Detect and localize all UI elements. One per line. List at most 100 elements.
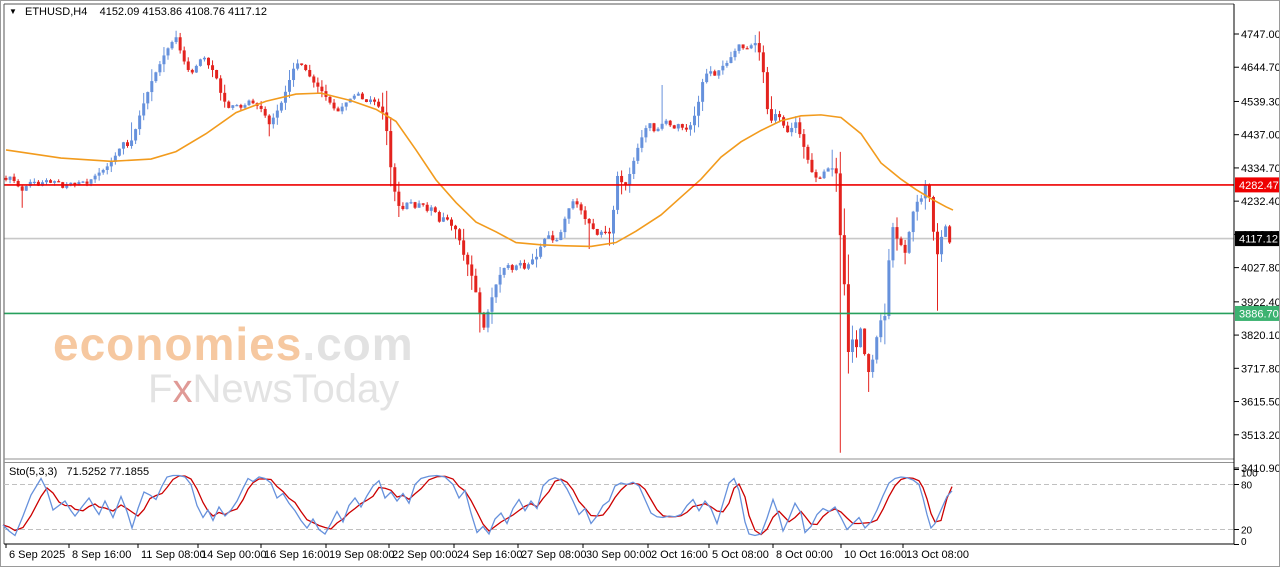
candle-body <box>717 70 721 76</box>
candle-body <box>612 209 615 234</box>
candle-body <box>227 101 231 108</box>
watermark-x-icon: x <box>172 367 193 411</box>
candle-body <box>842 235 846 285</box>
candle-body <box>117 148 121 156</box>
candle-body <box>806 146 810 160</box>
candle-body <box>490 297 494 312</box>
candle-body <box>243 105 247 108</box>
candle-body <box>12 176 16 181</box>
candle-body <box>190 69 194 73</box>
candle-body <box>441 217 445 222</box>
candle-body <box>547 235 551 239</box>
candle-body <box>644 128 648 138</box>
candle-body <box>693 115 696 126</box>
candle-body <box>668 120 672 126</box>
candle-body <box>494 284 498 298</box>
candle-body <box>676 124 680 129</box>
candle-body <box>239 105 243 108</box>
candle-body <box>36 181 40 186</box>
candle-body <box>150 81 154 93</box>
candle-body <box>587 218 591 224</box>
candle-body <box>474 275 478 293</box>
candle-body <box>417 203 421 208</box>
candle-body <box>628 173 632 185</box>
time-tick-label: 22 Sep 00:00 <box>392 549 457 561</box>
candle-body <box>591 223 595 229</box>
candle-body <box>567 208 571 219</box>
candle-body <box>32 181 36 184</box>
time-tick-label: 13 Oct 08:00 <box>906 549 969 561</box>
candle-body <box>105 166 109 170</box>
candle-body <box>466 254 470 265</box>
candle-body <box>855 339 858 348</box>
candle-body <box>936 231 939 255</box>
candle-body <box>437 212 441 222</box>
candle-body <box>563 218 567 233</box>
candle-body <box>911 211 915 233</box>
candle-body <box>312 76 316 83</box>
watermark-line2-rest: NewsToday <box>192 367 400 411</box>
candle-body <box>701 82 705 102</box>
candle-body <box>697 101 701 116</box>
support-price-badge <box>1235 305 1279 321</box>
candle-body <box>405 202 409 210</box>
candle-body <box>559 232 563 241</box>
candle-body <box>850 339 854 353</box>
candle-body <box>705 73 709 83</box>
candle-body <box>369 99 372 102</box>
price-tick-label: 3513.20 <box>1241 430 1280 442</box>
candle-body <box>846 284 850 353</box>
moving-average-line <box>5 92 954 248</box>
candle-body <box>409 202 413 204</box>
candle-body <box>875 337 879 360</box>
candle-body <box>931 197 935 232</box>
indicator-values: 71.5252 77.1855 <box>66 466 150 478</box>
candle-body <box>166 48 170 56</box>
candle-body <box>514 265 518 270</box>
candle-body <box>863 328 867 355</box>
candle-body <box>595 228 599 235</box>
candle-body <box>830 168 834 170</box>
current-price-badge <box>1235 231 1279 247</box>
candle-body <box>786 125 790 133</box>
candle-body <box>458 229 462 241</box>
candle-body <box>737 44 741 51</box>
candle-body <box>915 201 919 212</box>
candle-body <box>733 50 737 58</box>
candle-body <box>478 292 482 313</box>
candle-body <box>522 262 526 269</box>
watermark-suffix: .com <box>302 318 414 370</box>
candle-body <box>182 50 186 62</box>
time-tick-label: 10 Oct 16:00 <box>844 549 907 561</box>
candle-body <box>774 114 777 121</box>
price-tick-label: 4027.80 <box>1241 263 1280 275</box>
candle-body <box>607 231 611 234</box>
candle-body <box>745 48 749 50</box>
candle-body <box>620 175 624 183</box>
candle-body <box>401 205 405 210</box>
candle-body <box>462 240 466 255</box>
candle-body <box>636 147 640 161</box>
candle-body <box>632 160 636 174</box>
candle-body <box>834 168 838 174</box>
candle-body <box>664 120 668 124</box>
candle-body <box>126 142 129 146</box>
candle-body <box>543 238 547 247</box>
watermark: economies.com FxNewsToday <box>53 321 414 409</box>
candle-body <box>275 110 279 118</box>
candle-body <box>381 106 385 113</box>
candle-body <box>810 159 814 173</box>
price-tick-label: 4232.40 <box>1241 196 1280 208</box>
candle-body <box>198 59 202 66</box>
candle-body <box>57 181 61 183</box>
price-tick-label: 4747.00 <box>1241 29 1280 41</box>
candle-body <box>296 63 300 69</box>
candle-body <box>85 181 89 184</box>
candle-body <box>510 265 514 270</box>
candle-body <box>603 231 607 233</box>
candle-body <box>121 142 125 149</box>
time-tick-label: 8 Oct 00:00 <box>776 549 833 561</box>
candle-body <box>373 99 377 102</box>
